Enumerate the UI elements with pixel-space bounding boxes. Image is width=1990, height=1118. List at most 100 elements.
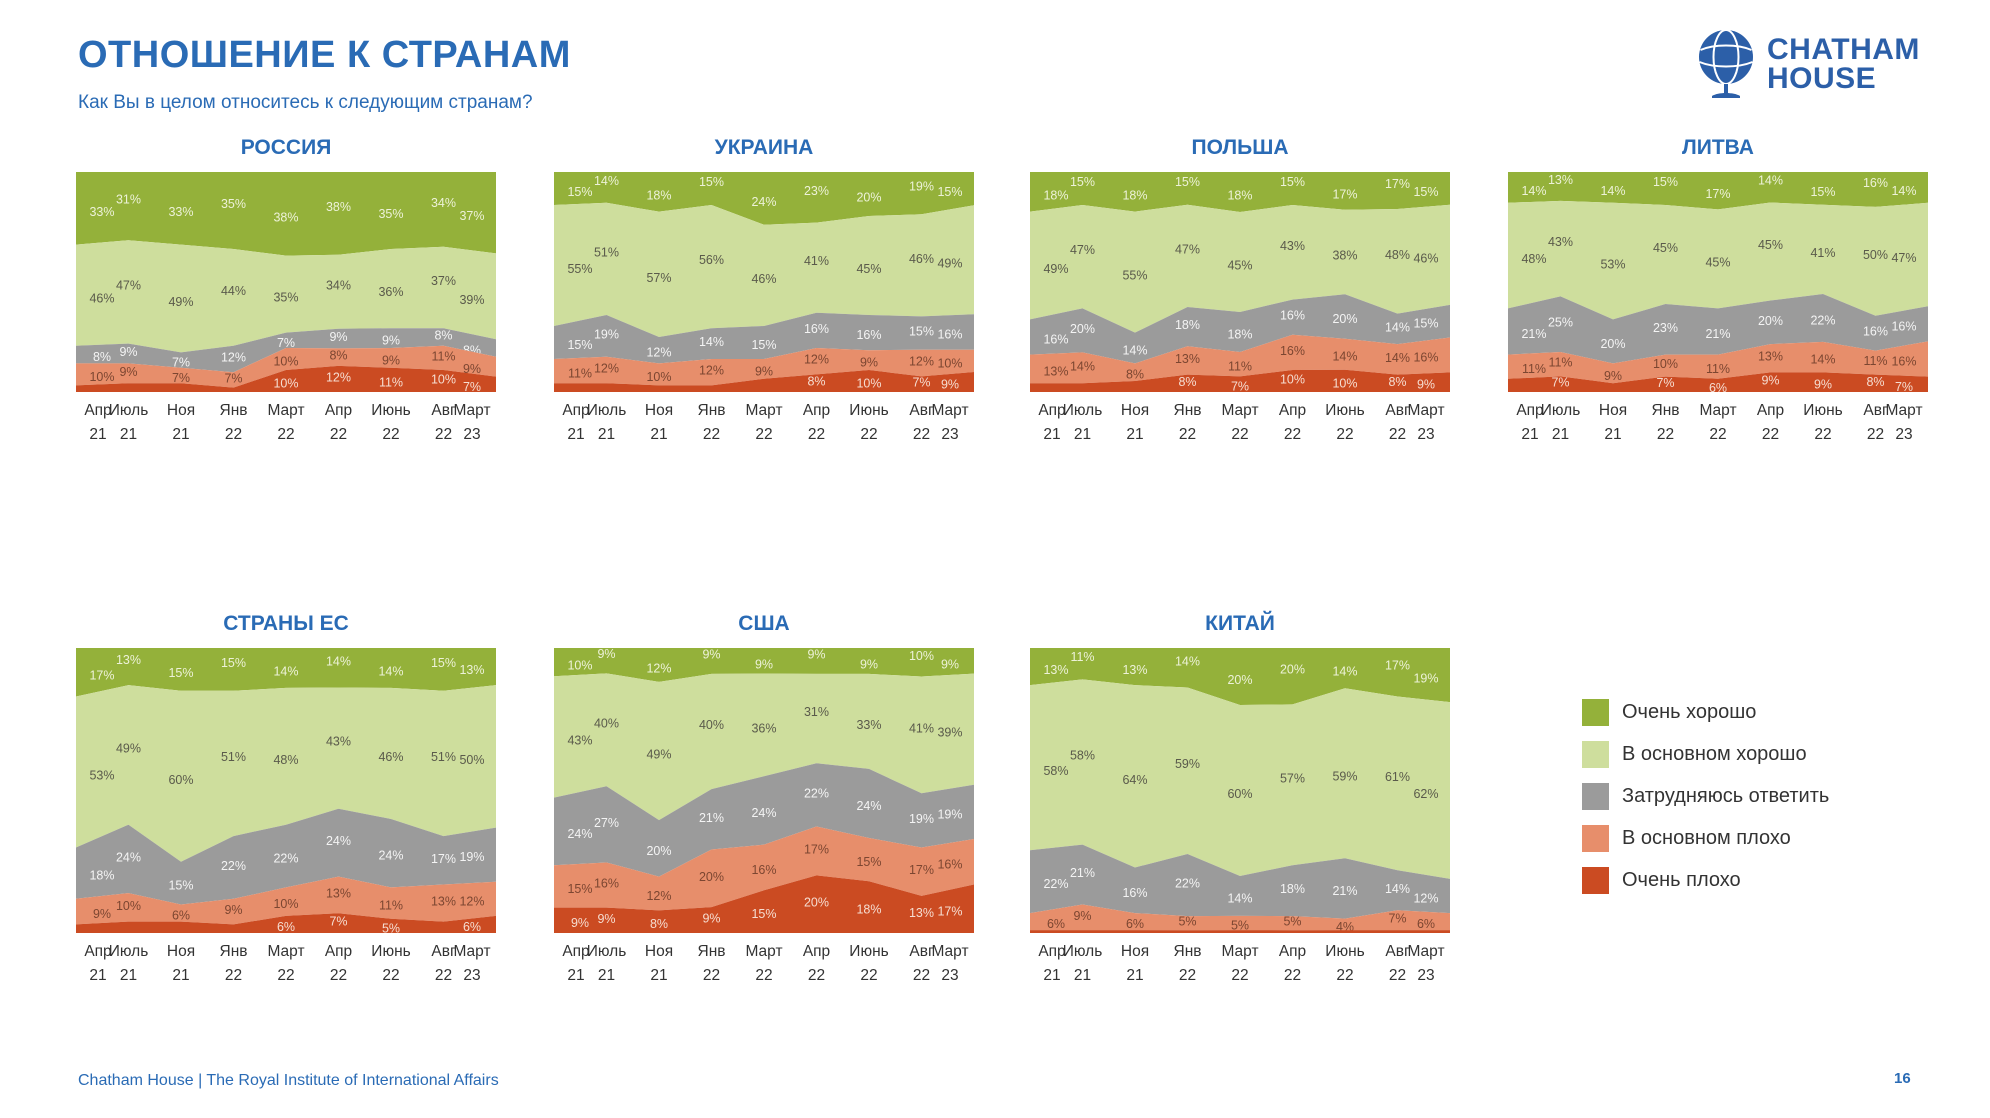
area-chart-lithuania: 14%13%14%15%17%14%15%16%14%48%43%53%45%4… xyxy=(1508,172,1928,392)
band-label: 7% xyxy=(1656,376,1674,390)
x-axis-label: Авг 22 xyxy=(1863,402,1888,443)
band-label: 35% xyxy=(273,291,298,305)
band-label: 39% xyxy=(459,293,484,307)
band-label: 14% xyxy=(1332,350,1357,364)
x-axis-label: Март 23 xyxy=(1407,943,1445,984)
band-label: 9% xyxy=(119,345,137,359)
x-axis-poland: Апр 21 Июль 21 Ноя 21 Янв 22 Март 22 Апр 22 Ию… xyxy=(1030,399,1450,451)
x-axis-label: Апр 21 xyxy=(1038,402,1066,443)
band-label: 6% xyxy=(1126,917,1144,931)
band-mostly_bad xyxy=(1508,341,1928,384)
x-axis-label: Март 23 xyxy=(931,402,969,443)
x-axis-label: Янв 22 xyxy=(697,402,726,443)
band-label: 46% xyxy=(1413,251,1438,265)
logo-line1: CHATHAM xyxy=(1767,33,1920,66)
band-label: 15% xyxy=(1653,175,1678,189)
band-label: 58% xyxy=(1043,764,1068,778)
band-label: 9% xyxy=(1417,378,1435,392)
band-label: 9% xyxy=(1761,374,1779,388)
band-label: 22% xyxy=(1810,313,1835,327)
band-label: 24% xyxy=(751,195,776,209)
band-label: 37% xyxy=(459,209,484,223)
band-label: 18% xyxy=(1227,328,1252,342)
band-label: 14% xyxy=(273,665,298,679)
chart-title-poland: ПОЛЬША xyxy=(1191,136,1289,159)
x-axis-label: Март 23 xyxy=(931,943,969,984)
x-axis-label: Март 23 xyxy=(453,402,491,443)
band-label: 14% xyxy=(1385,882,1410,896)
band-label: 9% xyxy=(941,657,959,671)
band-mostly_good xyxy=(76,240,496,353)
band-label: 9% xyxy=(1814,378,1832,392)
x-axis-label: Янв 22 xyxy=(697,943,726,984)
band-label: 45% xyxy=(856,262,881,276)
band-label: 8% xyxy=(329,349,347,363)
band-label: 20% xyxy=(1070,322,1095,336)
band-label: 51% xyxy=(431,750,456,764)
band-label: 6% xyxy=(1417,917,1435,931)
band-label: 14% xyxy=(1385,351,1410,365)
band-label: 18% xyxy=(1280,882,1305,896)
band-label: 17% xyxy=(909,863,934,877)
band-label: 9% xyxy=(329,330,347,344)
band-label: 35% xyxy=(378,207,403,221)
band-label: 49% xyxy=(646,748,671,762)
band-label: 24% xyxy=(378,849,403,863)
chart-title-eu: СТРАНЫ ЕС xyxy=(223,612,349,635)
x-axis-label: Апр 22 xyxy=(324,943,353,984)
band-label: 7% xyxy=(172,356,190,370)
band-label: 6% xyxy=(1047,917,1065,931)
band-label: 10% xyxy=(1332,376,1357,390)
band-label: 46% xyxy=(89,292,114,306)
x-axis-ukraine: Апр 21 Июль 21 Ноя 21 Янв 22 Март 22 Апр 22 Ию… xyxy=(554,399,974,451)
band-label: 17% xyxy=(431,852,456,866)
legend-label-very-bad: Очень плохо xyxy=(1622,869,1741,891)
chart-title-russia: РОССИЯ xyxy=(240,136,332,159)
band-label: 16% xyxy=(751,863,776,877)
band-label: 12% xyxy=(1413,892,1438,906)
band-very_bad xyxy=(554,875,974,933)
page-subtitle: Как Вы в целом относитесь к следующим ст… xyxy=(78,92,533,113)
x-axis-label: Апр 22 xyxy=(1756,402,1785,443)
legend-item-very-good: Очень хорошо xyxy=(1582,699,1829,726)
x-axis-label: Июнь 22 xyxy=(1325,943,1365,984)
band-label: 21% xyxy=(1521,327,1546,341)
band-label: 11% xyxy=(568,367,592,381)
legend-item-mostly-bad: В основном плохо xyxy=(1582,825,1829,852)
x-axis-label: Март 22 xyxy=(745,402,783,443)
band-very_good xyxy=(554,648,974,682)
band-label: 13% xyxy=(431,895,456,909)
band-mostly_bad xyxy=(76,345,496,388)
band-label: 24% xyxy=(326,834,351,848)
band-label: 15% xyxy=(168,879,193,893)
band-label: 9% xyxy=(382,334,400,348)
band-label: 16% xyxy=(1413,351,1438,365)
band-label: 62% xyxy=(1413,787,1438,801)
band-label: 15% xyxy=(567,882,592,896)
band-label: 9% xyxy=(755,364,773,378)
band-label: 51% xyxy=(221,750,246,764)
band-label: 16% xyxy=(1891,319,1916,333)
band-dk xyxy=(1508,294,1928,364)
band-label: 21% xyxy=(699,811,724,825)
band-label: 15% xyxy=(168,666,193,680)
band-label: 45% xyxy=(1227,259,1252,273)
band-mostly_good xyxy=(554,673,974,821)
band-label: 14% xyxy=(699,335,724,349)
x-axis-label: Ноя 21 xyxy=(644,402,674,443)
x-axis-label: Июль 21 xyxy=(1540,402,1581,443)
band-label: 15% xyxy=(856,855,881,869)
legend-item-mostly-good: В основном хорошо xyxy=(1582,741,1829,768)
band-label: 13% xyxy=(1548,173,1573,187)
band-very_bad xyxy=(76,365,496,392)
band-label: 7% xyxy=(329,915,347,929)
band-label: 20% xyxy=(1758,314,1783,328)
band-label: 17% xyxy=(89,669,114,683)
band-label: 15% xyxy=(567,185,592,199)
x-axis-label: Март 23 xyxy=(453,943,491,984)
band-label: 11% xyxy=(1070,650,1094,664)
band-label: 21% xyxy=(1332,884,1357,898)
x-axis-label: Янв 22 xyxy=(1651,402,1680,443)
band-label: 7% xyxy=(172,371,190,385)
x-axis-label: Апр 22 xyxy=(324,402,353,443)
